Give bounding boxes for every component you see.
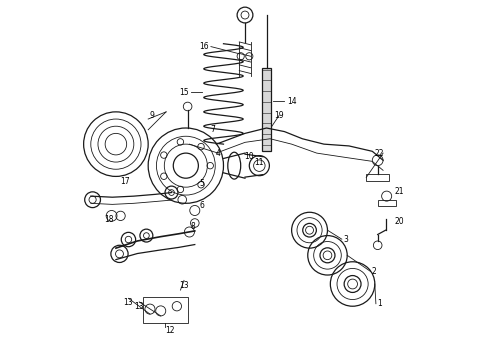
Text: 16: 16 xyxy=(199,42,209,51)
Text: 13: 13 xyxy=(134,302,144,311)
Text: 8: 8 xyxy=(191,222,196,231)
Text: 4: 4 xyxy=(216,149,220,158)
Text: 13: 13 xyxy=(179,281,189,290)
Text: 9: 9 xyxy=(149,111,154,120)
FancyBboxPatch shape xyxy=(262,68,271,151)
Text: 18: 18 xyxy=(104,215,114,224)
Text: 21: 21 xyxy=(394,187,404,196)
Text: 2: 2 xyxy=(372,267,376,276)
Text: 13: 13 xyxy=(123,298,133,307)
Text: 15: 15 xyxy=(179,87,189,96)
Text: 6: 6 xyxy=(199,201,204,210)
Text: 5: 5 xyxy=(199,179,204,188)
Text: 3: 3 xyxy=(343,235,348,244)
Text: 10: 10 xyxy=(244,152,253,161)
Text: 11: 11 xyxy=(255,158,264,167)
Text: 22: 22 xyxy=(375,149,384,158)
Text: 20: 20 xyxy=(394,217,404,226)
Text: 14: 14 xyxy=(287,96,296,105)
Text: 1: 1 xyxy=(377,299,382,308)
Text: 7: 7 xyxy=(210,125,215,134)
Text: 19: 19 xyxy=(274,111,284,120)
Text: 17: 17 xyxy=(120,177,130,186)
Text: 12: 12 xyxy=(165,326,174,335)
